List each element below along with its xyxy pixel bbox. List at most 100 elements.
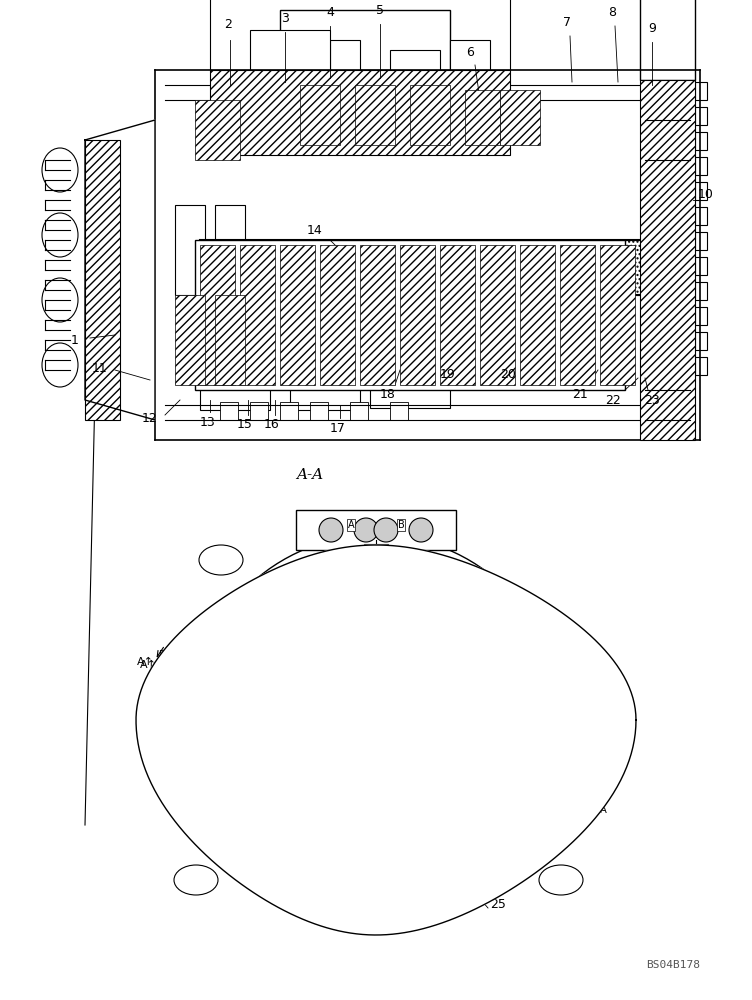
Bar (364, 544, 388, 556)
Circle shape (354, 518, 378, 542)
Text: A↑: A↑ (140, 660, 156, 670)
Text: 3: 3 (281, 11, 289, 24)
Circle shape (519, 708, 543, 732)
Text: ↗A: ↗A (593, 805, 608, 815)
Circle shape (370, 545, 382, 557)
Text: 15: 15 (237, 418, 253, 432)
Bar (170, 745, 185, 760)
Text: 20: 20 (500, 368, 516, 381)
Circle shape (230, 786, 253, 809)
Bar (695, 282, 707, 300)
Circle shape (235, 636, 249, 650)
Text: 14: 14 (307, 224, 323, 236)
Bar (480, 245, 515, 385)
Bar (600, 245, 635, 385)
Bar (695, 107, 707, 125)
Bar (360, 245, 395, 385)
Bar (260, 75, 280, 95)
Bar (175, 295, 205, 385)
Bar (200, 245, 235, 385)
Circle shape (447, 579, 460, 593)
Bar (175, 205, 205, 295)
Bar (295, 75, 315, 95)
Text: B↓: B↓ (137, 740, 153, 750)
Bar (560, 245, 595, 385)
Text: 22: 22 (605, 393, 621, 406)
Bar (355, 85, 395, 145)
Bar (568, 712, 586, 730)
Bar (410, 85, 450, 145)
Text: 11: 11 (92, 361, 108, 374)
Bar (695, 257, 707, 275)
Text: B↓: B↓ (141, 740, 159, 750)
Circle shape (499, 786, 522, 810)
Polygon shape (85, 120, 155, 420)
Text: BS04B178: BS04B178 (646, 960, 700, 970)
Bar (160, 650, 175, 670)
Bar (390, 402, 408, 420)
Bar (695, 157, 707, 175)
Bar (200, 240, 650, 295)
Text: 5: 5 (376, 3, 384, 16)
Bar (695, 82, 707, 100)
Text: 2: 2 (224, 18, 232, 31)
Bar (520, 245, 555, 385)
Circle shape (292, 847, 305, 861)
Circle shape (447, 847, 460, 861)
Text: ↓B: ↓B (592, 740, 608, 750)
Circle shape (209, 708, 233, 732)
Text: 6: 6 (466, 45, 474, 58)
Bar (280, 10, 450, 70)
Bar (250, 402, 268, 420)
Bar (215, 295, 245, 385)
Circle shape (214, 713, 228, 727)
Bar (695, 232, 707, 250)
Circle shape (369, 868, 383, 882)
Text: ↓B: ↓B (590, 740, 607, 750)
Bar (390, 50, 440, 85)
Bar (240, 245, 275, 385)
Circle shape (503, 636, 517, 650)
Circle shape (287, 842, 311, 866)
Circle shape (369, 558, 383, 572)
Text: 8: 8 (608, 5, 616, 18)
Bar (85, 140, 120, 420)
Circle shape (441, 574, 465, 598)
Text: 23: 23 (644, 393, 660, 406)
Text: 1: 1 (71, 334, 79, 347)
Bar (195, 100, 240, 160)
Bar (320, 245, 355, 385)
Bar (695, 207, 707, 225)
Bar (250, 30, 330, 90)
Bar (695, 332, 707, 350)
Text: 12: 12 (142, 412, 158, 424)
Circle shape (374, 518, 398, 542)
Bar (695, 307, 707, 325)
Text: 4: 4 (326, 5, 334, 18)
Bar (296, 510, 456, 550)
Bar (280, 245, 315, 385)
Text: 17: 17 (330, 422, 346, 434)
Bar (465, 90, 500, 145)
Bar (280, 402, 298, 420)
Bar (210, 70, 510, 155)
Bar (582, 745, 597, 760)
Circle shape (503, 791, 517, 804)
Bar (640, 80, 695, 440)
Circle shape (287, 574, 311, 598)
Text: 18: 18 (380, 388, 396, 401)
Bar (310, 402, 328, 420)
Text: 9: 9 (648, 21, 656, 34)
Bar (220, 402, 238, 420)
Text: 13: 13 (200, 416, 216, 428)
Circle shape (441, 842, 465, 866)
Text: B: B (398, 520, 405, 530)
Circle shape (235, 790, 249, 804)
Bar (695, 182, 707, 200)
Text: 21: 21 (572, 388, 588, 401)
Text: 10: 10 (698, 188, 714, 202)
Bar (450, 40, 490, 80)
Circle shape (319, 518, 343, 542)
Text: A-A: A-A (296, 468, 323, 482)
Circle shape (292, 579, 305, 593)
